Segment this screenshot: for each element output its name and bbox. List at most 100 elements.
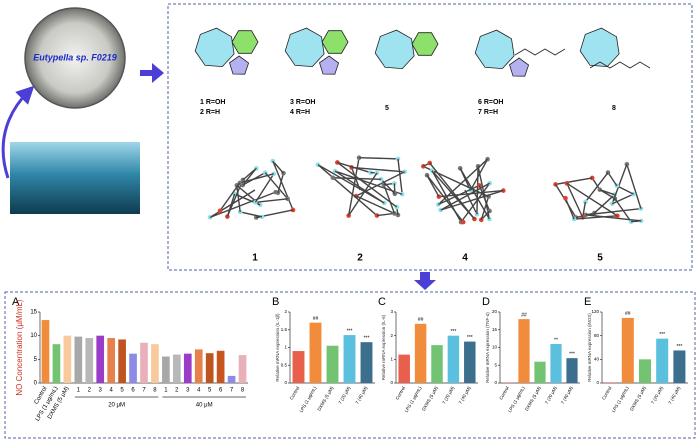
bar	[309, 322, 322, 383]
bond	[351, 166, 405, 173]
bar	[227, 375, 236, 383]
bond	[574, 215, 618, 220]
ring	[579, 27, 620, 68]
bar	[129, 353, 137, 383]
bond	[593, 194, 616, 214]
x-tick-label: 3	[186, 388, 190, 394]
bond	[611, 193, 634, 205]
bond	[599, 189, 616, 200]
bar	[604, 382, 617, 383]
x-tick-label: Control	[395, 386, 407, 401]
bar	[173, 354, 181, 383]
bond	[480, 196, 490, 221]
significance: ***	[450, 329, 456, 335]
y-tick-label: 0	[596, 380, 599, 385]
bar	[534, 361, 546, 383]
significance: ##	[313, 316, 319, 322]
ring	[231, 30, 259, 54]
panel-letter: D	[482, 296, 490, 308]
atom	[217, 208, 223, 214]
y-tick-label: 0	[284, 380, 287, 385]
panel-letter: C	[378, 296, 386, 308]
significance: ##	[521, 312, 527, 318]
y-axis-label: Relative mRNA expression (IL-6)	[381, 314, 386, 380]
y-tick-label: 1.5	[281, 327, 288, 332]
y-tick-label: 20	[492, 309, 498, 314]
ring	[229, 55, 250, 75]
y-tick-label: 15	[30, 310, 37, 316]
bar	[326, 345, 339, 383]
x-tick-label: DXMS (5 μM)	[629, 385, 647, 412]
y-tick-label: 0	[494, 380, 497, 385]
bond	[478, 185, 491, 212]
x-tick-label: LPS (1 μg/mL)	[611, 385, 630, 413]
ring	[321, 30, 349, 54]
y-tick-label: 2	[284, 309, 287, 314]
bar	[238, 355, 247, 383]
atom	[330, 175, 336, 181]
right-arrow	[140, 63, 164, 83]
x-tick-label: 7 (40 μM)	[458, 385, 472, 405]
bar	[140, 342, 148, 383]
compound-label: 3 R=OH	[290, 99, 315, 106]
crystal-label: 5	[597, 253, 603, 264]
bar	[343, 335, 356, 383]
bar	[431, 345, 443, 383]
x-tick-label: 2	[175, 388, 179, 394]
x-tick-label: LPS (1 μg/mL)	[299, 385, 318, 413]
bar	[656, 338, 669, 383]
bond	[347, 157, 360, 216]
bond	[566, 183, 584, 218]
bond	[219, 182, 241, 212]
ring	[319, 55, 340, 75]
bond	[469, 158, 489, 191]
compound-label: 4 R=H	[290, 109, 310, 116]
x-tick-label: 7 (20 μM)	[544, 385, 558, 405]
compound-label: 2 R=H	[200, 109, 220, 116]
bar	[74, 336, 83, 383]
bar	[85, 338, 94, 383]
bond	[337, 161, 371, 174]
y-axis-label: Relative mRNA expression (TNF-α)	[485, 312, 490, 383]
y-tick-label: 1	[284, 345, 287, 350]
x-tick-label: 7 (20 μM)	[337, 385, 351, 405]
y-axis-label: NO Concentration (μM/mL)	[15, 299, 24, 396]
x-tick-label: Control	[601, 386, 613, 401]
x-tick-label: 5	[208, 388, 212, 394]
structures-box	[167, 3, 693, 271]
y-tick-label: 2	[390, 333, 393, 338]
bond	[355, 195, 399, 216]
bond	[397, 158, 403, 195]
x-tick-label: DXMS (5 μM)	[524, 385, 542, 412]
bar	[621, 317, 634, 383]
group-label: 20 μM	[108, 403, 125, 409]
x-tick-label: 5	[120, 388, 124, 394]
ring	[509, 57, 530, 77]
atom	[285, 196, 290, 202]
crystal-label: 4	[462, 253, 468, 264]
compound-label: 5	[385, 105, 389, 112]
ring	[194, 27, 235, 68]
panel-letter: B	[272, 296, 279, 308]
bond	[582, 201, 587, 218]
bond	[332, 177, 382, 180]
chain	[589, 61, 651, 69]
bar	[360, 342, 373, 383]
x-tick-label: DXMS (5 μM)	[316, 385, 334, 412]
y-tick-label: 120	[591, 309, 599, 314]
compound-label: 7 R=H	[478, 109, 498, 116]
bar	[518, 319, 530, 383]
bond	[380, 178, 396, 195]
compound-label: 1 R=OH	[200, 99, 225, 106]
atom	[500, 188, 506, 193]
bar	[673, 350, 686, 383]
bar	[96, 335, 105, 383]
x-tick-label: 1	[77, 388, 81, 394]
x-tick-label: Control	[289, 386, 301, 401]
x-tick-label: 2	[88, 388, 92, 394]
significance: ***	[569, 351, 575, 357]
significance: ***	[467, 335, 473, 341]
down-arrow	[414, 272, 436, 290]
ring	[374, 29, 415, 70]
significance: ***	[659, 332, 665, 338]
